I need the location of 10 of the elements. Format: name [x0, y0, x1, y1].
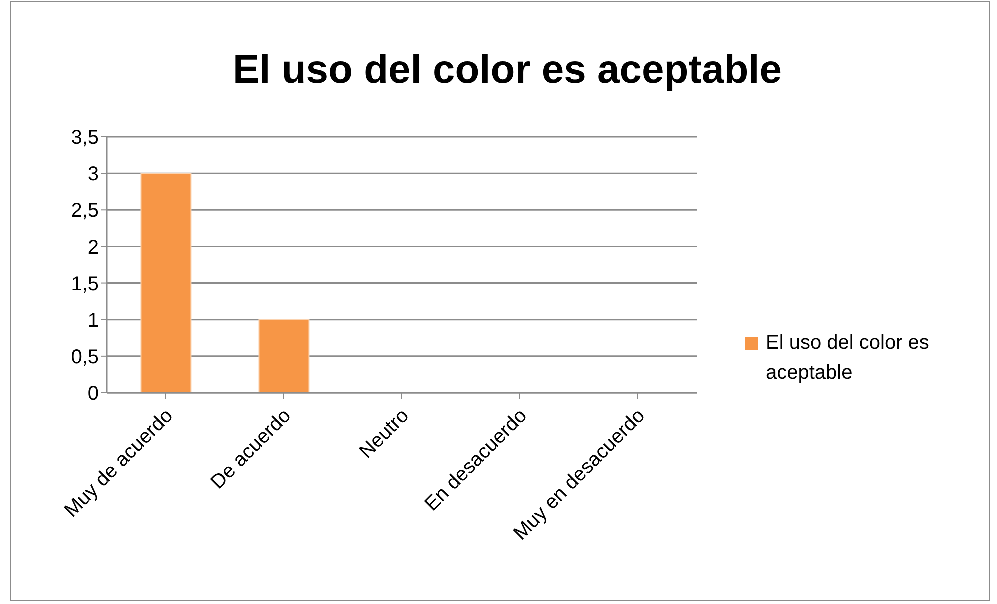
y-tick-label: 0 — [88, 383, 99, 406]
y-tick-label: 3,5 — [71, 127, 99, 150]
y-tick-label: 1 — [88, 310, 99, 332]
y-tick-label: 2,5 — [71, 200, 99, 222]
chart-title: El uso del color es aceptable — [232, 48, 784, 93]
y-tick-label: 0,5 — [71, 346, 99, 369]
y-tick-label: 2 — [88, 236, 99, 259]
legend-label: El uso del color es aceptable — [766, 331, 930, 386]
y-tick-label: 3 — [88, 164, 99, 186]
y-tick-label: 1,5 — [71, 273, 99, 296]
